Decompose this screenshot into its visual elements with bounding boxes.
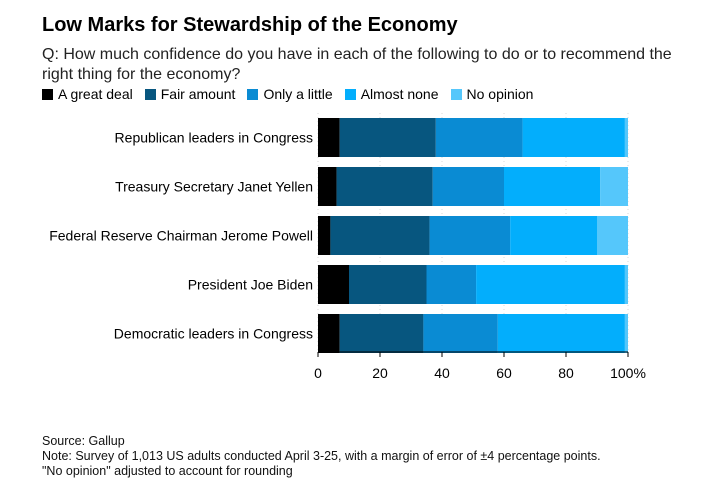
legend-swatch-fair-amount	[144, 88, 156, 100]
bar-segment-almost-none	[476, 265, 625, 304]
bar-segment-fair-amount	[349, 265, 427, 304]
category-label: President Joe Biden	[188, 277, 313, 293]
bar-segment-only-a-little	[432, 167, 504, 206]
legend-swatch-great-deal	[42, 88, 53, 100]
legend-item-only-a-little: Only a little	[247, 86, 333, 102]
legend-item-no-opinion: No opinion	[450, 86, 534, 102]
category-label: Federal Reserve Chairman Jerome Powell	[49, 228, 313, 244]
x-tick-label: 40	[434, 365, 450, 381]
category-label: Democratic leaders in Congress	[114, 326, 313, 342]
bar-segment-fair-amount	[330, 216, 430, 255]
bar-segment-no-opinion	[624, 314, 628, 353]
x-tick-label: 60	[496, 365, 512, 381]
bar-segment-a-great-deal	[318, 118, 340, 157]
legend-swatch-almost-none	[344, 88, 356, 100]
x-tick-label: 100%	[610, 365, 646, 381]
bar-segment-almost-none	[522, 118, 625, 157]
bar-segment-only-a-little	[426, 265, 477, 304]
bar-segment-only-a-little	[435, 118, 523, 157]
legend-swatch-no-opinion	[450, 88, 462, 100]
footer: Source: Gallup Note: Survey of 1,013 US …	[42, 434, 601, 479]
legend-label-only-a-little: Only a little	[263, 86, 333, 102]
x-tick-label: 0	[314, 365, 322, 381]
bar-segment-almost-none	[497, 314, 625, 353]
bar-segment-a-great-deal	[318, 216, 331, 255]
legend-item-fair-amount: Fair amount	[144, 86, 236, 102]
bar-segment-no-opinion	[597, 216, 628, 255]
bar-segment-fair-amount	[339, 118, 436, 157]
bar-segment-almost-none	[510, 216, 597, 255]
bar-segment-a-great-deal	[318, 314, 340, 353]
x-tick-label: 20	[372, 365, 388, 381]
bar-segment-fair-amount	[336, 167, 433, 206]
chart-subtitle: Q: How much confidence do you have in ea…	[42, 46, 672, 83]
category-label: Treasury Secretary Janet Yellen	[115, 179, 313, 195]
category-label: Republican leaders in Congress	[115, 130, 313, 146]
bar-segment-only-a-little	[429, 216, 511, 255]
chart-title: Low Marks for Stewardship of the Economy	[42, 14, 458, 36]
source-text: Source: Gallup	[42, 434, 125, 448]
bar-segment-a-great-deal	[318, 167, 337, 206]
legend-label-almost-none: Almost none	[360, 86, 439, 102]
legend-item-almost-none: Almost none	[344, 86, 439, 102]
legend: A great deal Fair amount Only a little A…	[42, 86, 545, 102]
legend-swatch-only-a-little	[247, 88, 259, 100]
bar-segment-no-opinion	[600, 167, 628, 206]
legend-label-no-opinion: No opinion	[466, 86, 534, 102]
note-text-2: "No opinion" adjusted to account for rou…	[42, 464, 293, 478]
legend-item-great-deal: A great deal	[42, 86, 133, 102]
legend-label-fair-amount: Fair amount	[160, 86, 236, 102]
bar-segment-fair-amount	[339, 314, 424, 353]
bar-segment-almost-none	[504, 167, 601, 206]
bar-segment-only-a-little	[423, 314, 498, 353]
x-tick-label: 80	[558, 365, 574, 381]
bar-segment-no-opinion	[624, 265, 628, 304]
note-text: Note: Survey of 1,013 US adults conducte…	[42, 449, 601, 463]
legend-label-great-deal: A great deal	[58, 86, 133, 102]
bar-segment-a-great-deal	[318, 265, 349, 304]
bar-segment-no-opinion	[624, 118, 628, 157]
